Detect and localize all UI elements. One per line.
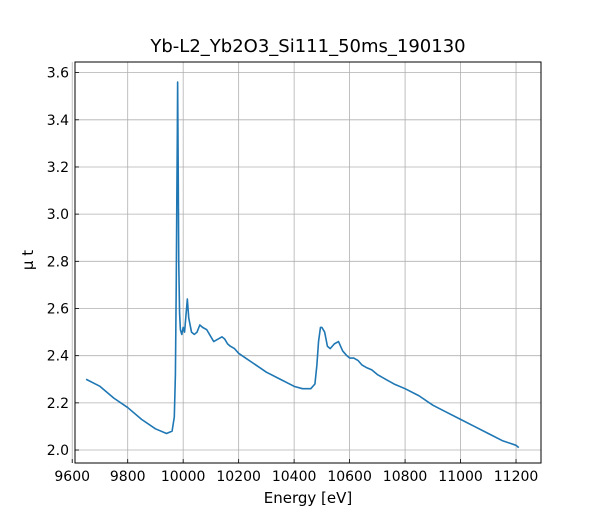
y-tick-label: 2.4 <box>47 349 69 365</box>
plot-frame <box>74 61 542 464</box>
x-tick-label: 11200 <box>494 469 539 485</box>
y-tick-label: 3.6 <box>47 66 69 82</box>
y-tick-label: 2.0 <box>47 443 69 459</box>
y-tick-label: 3.0 <box>47 207 69 223</box>
y-tick-label: 3.4 <box>47 113 69 129</box>
x-tick-label: 9600 <box>54 469 90 485</box>
series-layer <box>85 81 520 449</box>
spectrum-line <box>85 81 520 449</box>
grid-lines <box>71 62 541 463</box>
axis-ticks: 9600 9800 10000 10200 10400 10600 10800 11000 11… <box>47 66 539 485</box>
y-tick-label: 3.2 <box>47 160 69 176</box>
y-tick-label: 2.6 <box>47 301 69 317</box>
x-tick-label: 9800 <box>110 469 146 485</box>
x-axis-label: Energy [eV] <box>263 489 353 507</box>
y-tick-label: 2.8 <box>47 254 69 270</box>
y-axis-label: μ t <box>19 249 37 271</box>
x-tick-label: 10000 <box>161 469 206 485</box>
x-tick-label: 10800 <box>383 469 428 485</box>
y-tick-label: 2.2 <box>47 396 69 412</box>
chart-title: Yb-L2_Yb2O3_Si111_50ms_190130 <box>150 36 466 57</box>
x-tick-label: 10400 <box>272 469 317 485</box>
x-tick-label: 10200 <box>216 469 261 485</box>
x-tick-label: 11000 <box>438 469 483 485</box>
x-tick-label: 10600 <box>327 469 372 485</box>
